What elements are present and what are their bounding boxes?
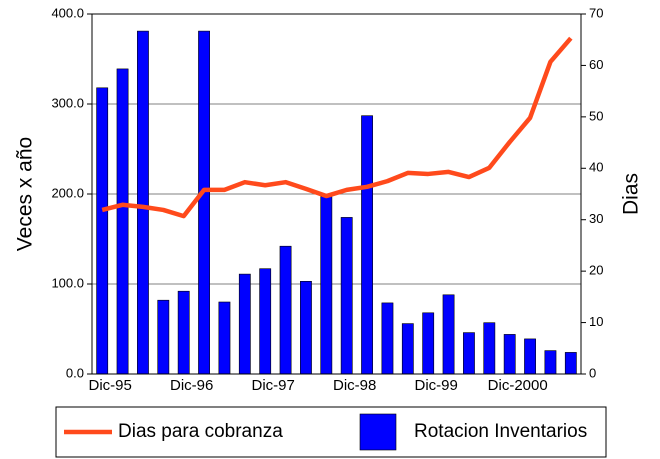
y2-tick-label: 0 [589,365,596,380]
y2-tick-label: 30 [589,211,603,226]
bar [116,68,129,375]
y2-tick-label: 40 [589,160,603,175]
y-tick-label: 400.0 [51,5,84,20]
bar [340,217,353,375]
x-tick-label: Dic-99 [415,377,458,394]
bar [361,115,373,375]
y-axis-title: Veces x año [14,137,37,251]
bar [157,299,170,375]
bar [96,87,109,375]
bar [218,301,231,375]
bar [524,338,536,375]
y-tick-label: 100.0 [51,275,84,290]
bar [320,196,333,375]
y2-tick-label: 20 [589,263,603,278]
line [101,36,573,219]
x-tick-label: Dic-2000 [488,377,548,394]
y-tick-label: 300.0 [51,95,84,110]
x-tick-label: Dic-95 [89,377,132,394]
legend-swatch [359,413,397,451]
bar [177,290,190,375]
bar [503,334,516,375]
y2-tick-label: 10 [589,314,603,329]
bar [238,273,251,375]
legend-label: Dias para cobranza [118,421,283,442]
x-tick-label: Dic-97 [252,377,295,394]
bar [259,268,272,375]
legend-label: Rotacion Inventarios [414,421,587,442]
bar [381,302,394,375]
bar [483,322,496,375]
bar [137,30,149,375]
bar [463,332,475,375]
bar [564,352,577,375]
y-tick-label: 0.0 [66,365,84,380]
y-tick-label: 200.0 [51,185,84,200]
y2-axis-title: Dias [620,173,643,215]
y2-tick-label: 50 [589,108,603,123]
bar [300,280,312,375]
bar [422,312,435,375]
y2-tick-label: 70 [589,5,603,20]
bar [442,294,455,375]
bar [198,30,210,375]
legend-box [55,406,607,458]
bar [401,323,414,375]
x-tick-label: Dic-96 [170,377,213,394]
y2-tick-label: 60 [589,57,603,72]
bar [544,350,557,375]
x-tick-label: Dic-98 [333,377,376,394]
bar [279,245,292,375]
